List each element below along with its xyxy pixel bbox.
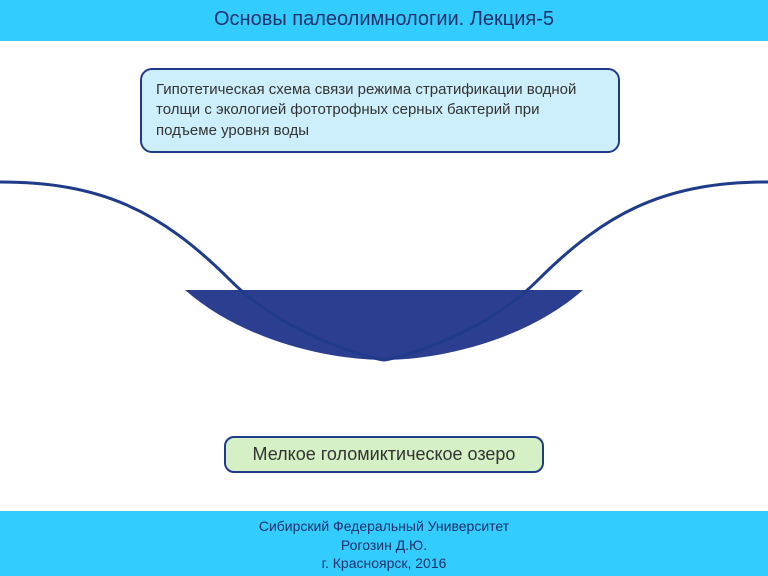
lake-label-box: Мелкое голомиктическое озеро [224, 436, 544, 473]
footer-line-1: Сибирский Федеральный Университет [0, 517, 768, 535]
lake-label-text: Мелкое голомиктическое озеро [253, 444, 516, 464]
description-box: Гипотетическая схема связи режима страти… [140, 68, 620, 153]
description-text: Гипотетическая схема связи режима страти… [156, 81, 576, 139]
lake-svg [0, 170, 768, 390]
footer-bar: Сибирский Федеральный Университет Рогози… [0, 511, 768, 576]
footer-line-2: Рогозин Д.Ю. [0, 536, 768, 554]
water-body [185, 290, 583, 360]
header-bar: Основы палеолимнологии. Лекция-5 [0, 0, 768, 41]
footer-line-3: г. Красноярск, 2016 [0, 554, 768, 572]
lake-diagram [0, 170, 768, 370]
header-title: Основы палеолимнологии. Лекция-5 [0, 8, 768, 31]
